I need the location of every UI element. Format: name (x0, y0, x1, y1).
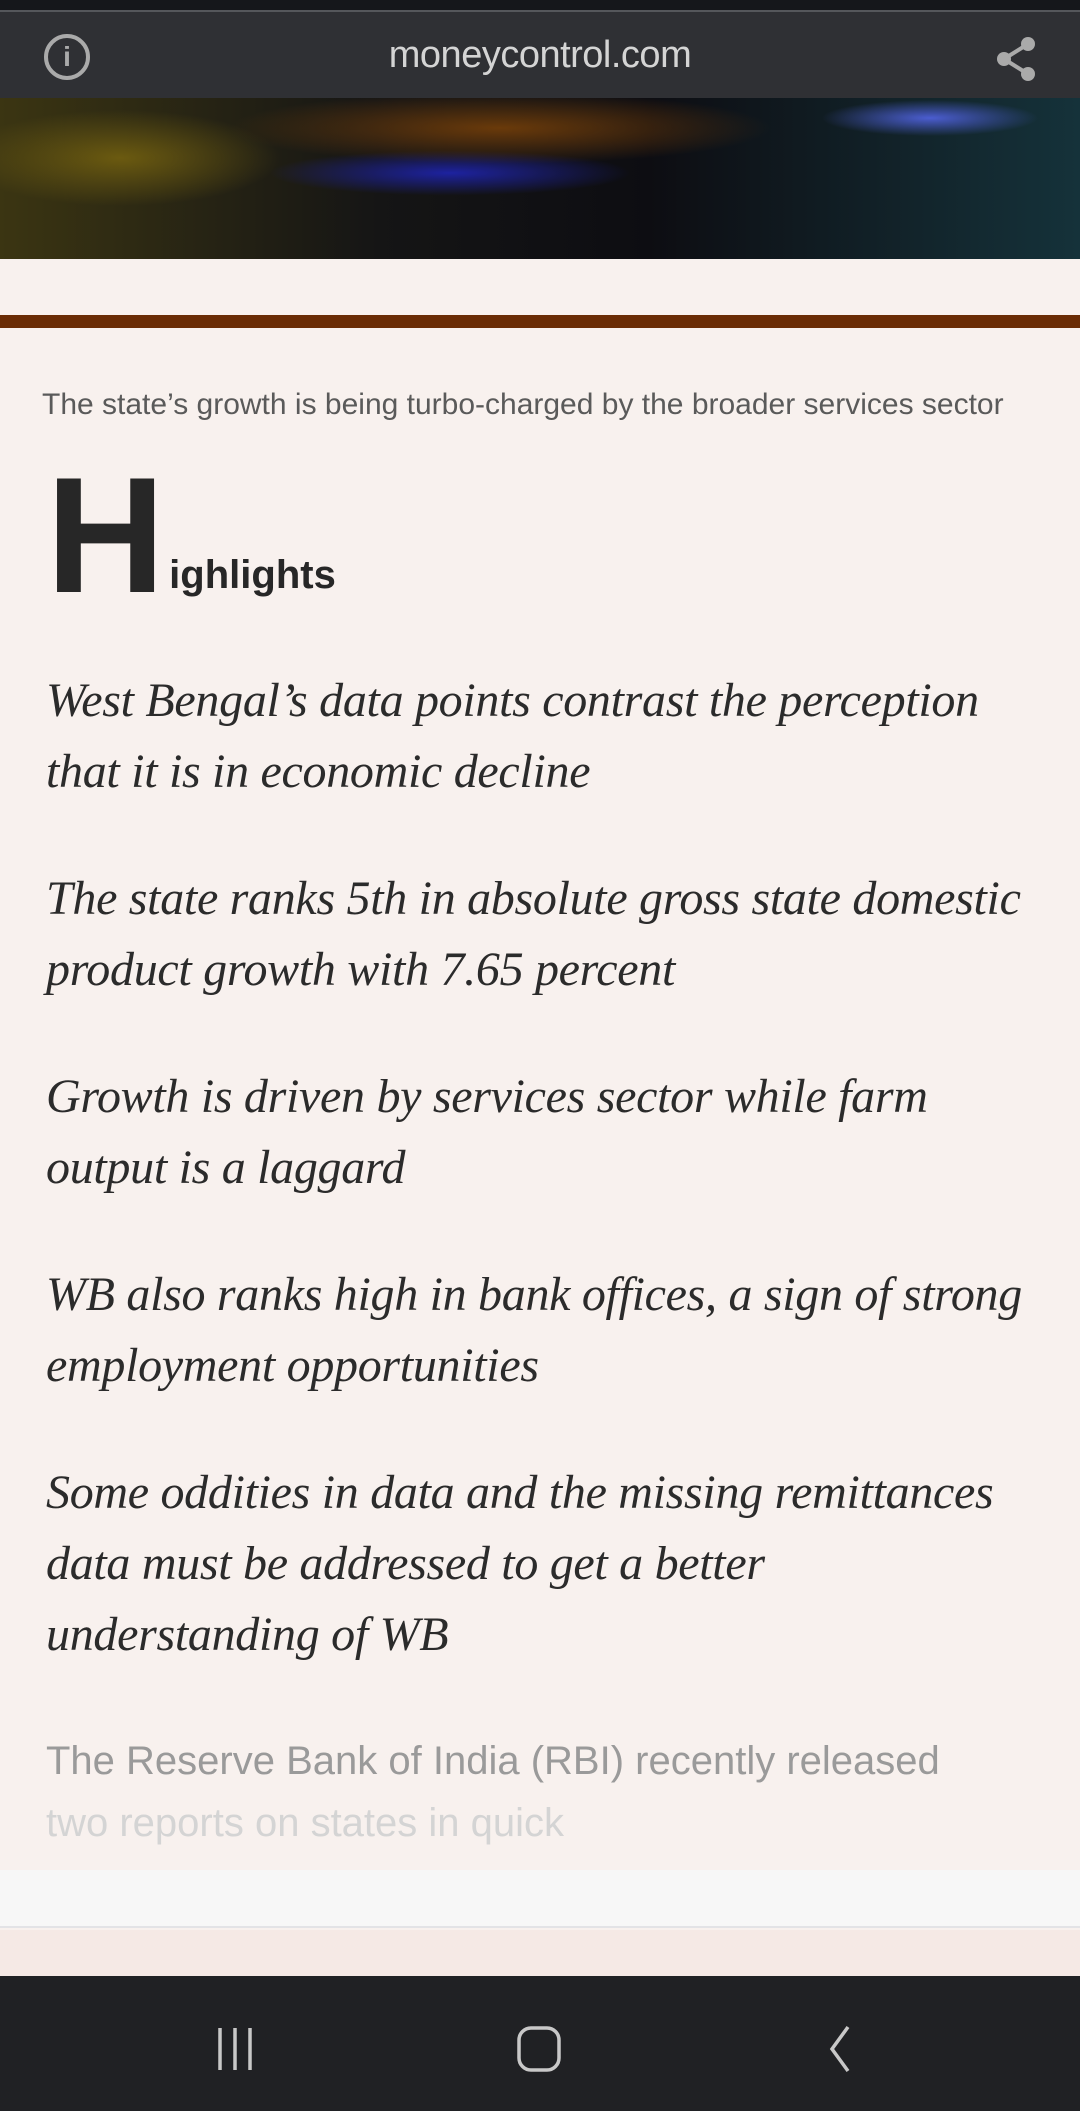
article-body-preview: The Reserve Bank of India (RBI) recently… (46, 1730, 1036, 1854)
browser-top-bar: i moneycontrol.com (0, 10, 1080, 98)
hero-image (0, 98, 1080, 259)
share-icon[interactable] (994, 36, 1038, 82)
highlights-heading: H ighlights (46, 470, 336, 595)
recent-apps-icon[interactable] (210, 2024, 260, 2074)
image-caption: The state’s growth is being turbo-charge… (42, 388, 1004, 421)
highlight-item: WB also ranks high in bank offices, a si… (46, 1268, 1022, 1392)
status-bar (0, 0, 1080, 10)
drop-cap: H (46, 470, 166, 595)
highlight-item: The state ranks 5th in absolute gross st… (46, 872, 1021, 996)
accent-divider (0, 315, 1080, 328)
page-footer-band (0, 1930, 1080, 1976)
back-icon[interactable] (820, 2024, 870, 2074)
read-more-fade (0, 1870, 1080, 1928)
highlights-heading-rest: ighlights (169, 553, 336, 597)
highlight-item: West Bengal’s data points contrast the p… (46, 674, 979, 798)
highlights-list: West Bengal’s data points contrast the p… (46, 665, 1036, 1726)
info-icon[interactable]: i (44, 34, 90, 80)
highlight-item: Some oddities in data and the missing re… (46, 1466, 994, 1661)
system-nav-bar (0, 1976, 1080, 2111)
site-domain[interactable]: moneycontrol.com (388, 34, 692, 76)
home-icon[interactable] (515, 2024, 565, 2074)
highlight-item: Growth is driven by services sector whil… (46, 1070, 928, 1194)
body-line: The Reserve Bank of India (RBI) recently… (46, 1739, 940, 1783)
body-line: two reports on states in quick (46, 1801, 565, 1845)
